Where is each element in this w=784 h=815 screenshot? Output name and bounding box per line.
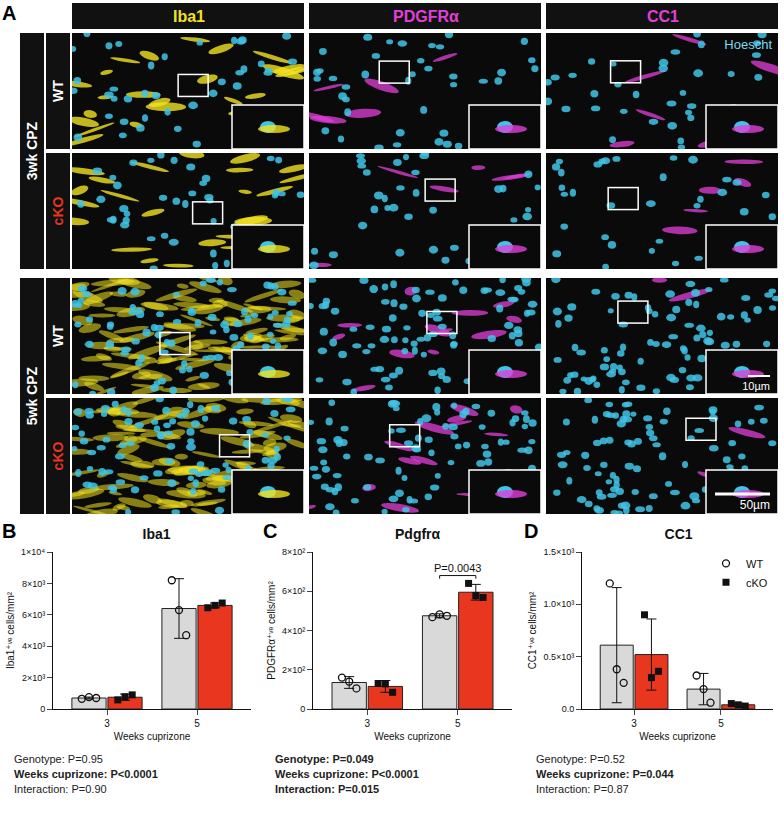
svg-text:3wk CPZ: 3wk CPZ [24,121,40,180]
svg-text:5: 5 [718,718,724,729]
svg-text:Hoescht: Hoescht [724,37,772,52]
html-text:B: B [2,520,17,542]
svg-text:Weeks cuprizone: Weeks cuprizone [374,731,451,742]
svg-text:10µm: 10µm [742,380,770,392]
html-text:Weeks cuprizone: P=0.044: Weeks cuprizone: P=0.044 [536,768,674,780]
html-text:Weeks cuprizone: P<0.0001: Weeks cuprizone: P<0.0001 [275,768,419,780]
html-text:Genotype: P=0.95: Genotype: P=0.95 [14,753,103,765]
svg-text:CC1: CC1 [665,526,693,542]
svg-text:1×10⁴: 1×10⁴ [21,547,45,557]
svg-text:Iba1: Iba1 [143,526,171,542]
svg-text:2×10³: 2×10³ [22,673,45,683]
svg-text:3: 3 [631,718,637,729]
html-text:Genotype: P=0.52: Genotype: P=0.52 [536,753,625,765]
svg-text:Weeks cuprizone: Weeks cuprizone [114,731,191,742]
svg-text:Weeks cuprizone: Weeks cuprizone [639,731,716,742]
svg-text:1.0×10³: 1.0×10³ [543,599,574,609]
svg-text:WT: WT [746,558,763,570]
html-text:D: D [524,520,539,542]
svg-text:Iba1⁺ᵛᵉ cells/mm²: Iba1⁺ᵛᵉ cells/mm² [5,591,16,669]
svg-text:3: 3 [364,718,370,729]
svg-text:A: A [2,2,16,24]
svg-text:2×10²: 2×10² [282,665,305,675]
svg-text:5: 5 [194,718,200,729]
svg-text:cKO: cKO [50,197,66,226]
svg-text:P=0.0043: P=0.0043 [434,562,481,574]
svg-text:CC1⁺ᵛᵉ cells/mm²: CC1⁺ᵛᵉ cells/mm² [527,591,538,669]
svg-text:CC1: CC1 [647,8,679,25]
svg-text:Iba1: Iba1 [173,8,205,25]
html-text:Genotype: P=0.049: Genotype: P=0.049 [275,753,374,765]
svg-text:0: 0 [300,704,305,714]
svg-text:PDGFRα: PDGFRα [393,8,459,25]
svg-text:5: 5 [455,718,461,729]
html-text:Interaction: P=0.87: Interaction: P=0.87 [536,783,629,795]
svg-text:50µm: 50µm [740,498,770,512]
svg-text:6×10³: 6×10³ [22,610,45,620]
svg-text:WT: WT [50,80,66,102]
svg-text:6×10²: 6×10² [282,586,305,596]
svg-text:4×10²: 4×10² [282,626,305,636]
svg-text:Pdgfrα: Pdgfrα [395,526,441,542]
svg-text:WT: WT [50,325,66,347]
svg-text:PDGFRα⁺ᵛᵉ cells/mm²: PDGFRα⁺ᵛᵉ cells/mm² [266,581,277,680]
svg-text:cKO: cKO [50,442,66,471]
html-text:Interaction: P=0.015: Interaction: P=0.015 [275,783,380,795]
svg-text:8×10²: 8×10² [282,547,305,557]
html-text:Interaction: P=0.90: Interaction: P=0.90 [14,783,107,795]
svg-text:0: 0 [40,704,45,714]
svg-text:8×10³: 8×10³ [22,579,45,589]
svg-text:5wk CPZ: 5wk CPZ [24,366,40,425]
svg-text:0.0: 0.0 [562,704,575,714]
svg-text:cKO: cKO [746,577,768,589]
svg-text:3: 3 [104,718,110,729]
html-text:C: C [263,520,278,542]
html-text:Weeks cuprizone: P<0.0001: Weeks cuprizone: P<0.0001 [14,768,158,780]
svg-text:0.5×10³: 0.5×10³ [543,652,574,662]
svg-text:1.5×10³: 1.5×10³ [543,547,574,557]
svg-text:4×10³: 4×10³ [22,641,45,651]
